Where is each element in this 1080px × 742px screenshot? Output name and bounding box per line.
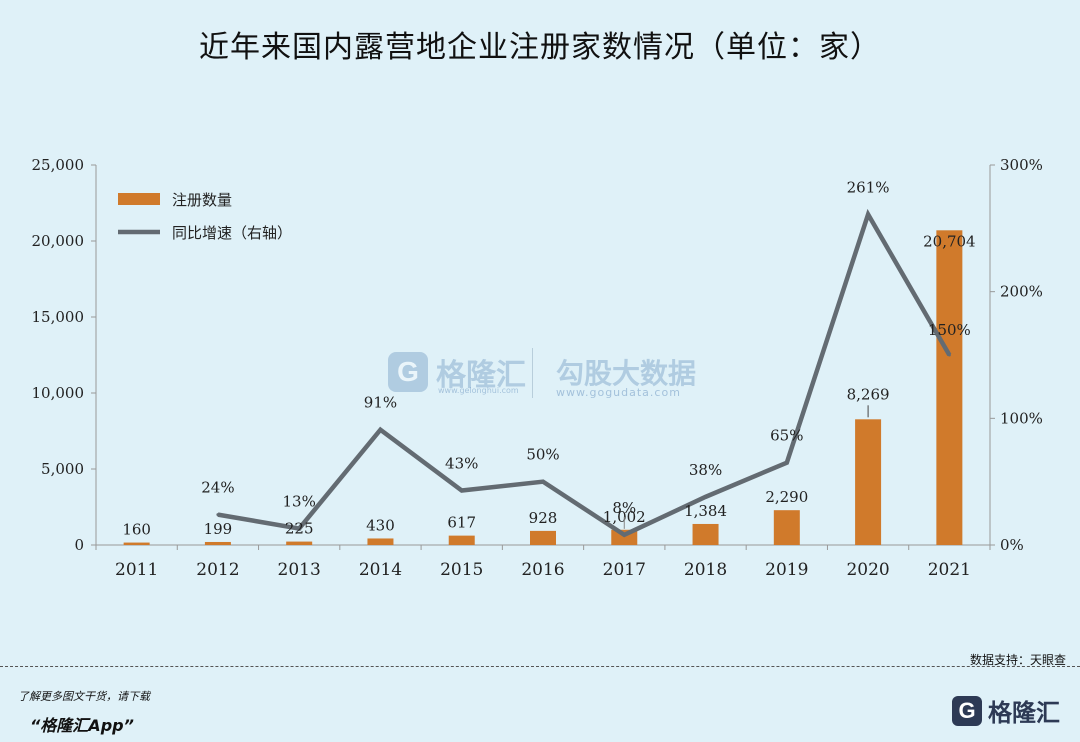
y-right-tick-label: 200% bbox=[1000, 283, 1043, 301]
x-tick-label: 2011 bbox=[115, 560, 158, 580]
bar bbox=[692, 523, 719, 545]
bar-label: 928 bbox=[529, 509, 558, 527]
x-tick-label: 2018 bbox=[684, 560, 727, 580]
growth-label: 91% bbox=[364, 394, 397, 412]
x-tick-label: 2019 bbox=[765, 560, 808, 580]
y-left-tick-label: 10,000 bbox=[32, 384, 85, 402]
bar-label: 225 bbox=[285, 520, 314, 538]
growth-point bbox=[460, 489, 464, 493]
bar-label: 2,290 bbox=[765, 488, 808, 506]
legend-bar-label: 注册数量 bbox=[172, 191, 232, 209]
growth-label: 13% bbox=[283, 493, 316, 511]
footer-logo: G 格隆汇 bbox=[952, 693, 1060, 728]
growth-point bbox=[704, 495, 708, 499]
legend-bar-swatch bbox=[118, 193, 160, 205]
x-tick-label: 2013 bbox=[278, 560, 321, 580]
watermark-data-url: www.gogudata.com bbox=[556, 386, 681, 399]
y-right-tick-label: 100% bbox=[1000, 409, 1043, 427]
footer-app-name: “格隆汇App” bbox=[30, 716, 134, 735]
y-right-tick-label: 0% bbox=[1000, 536, 1024, 554]
bar bbox=[448, 535, 475, 545]
data-source: 数据支持：天眼查 bbox=[969, 653, 1066, 667]
growth-point bbox=[622, 533, 626, 537]
bar-label: 1,002 bbox=[603, 508, 646, 526]
x-tick-label: 2015 bbox=[440, 560, 483, 580]
x-tick-label: 2016 bbox=[521, 560, 564, 580]
growth-label: 43% bbox=[445, 455, 478, 473]
bar bbox=[773, 510, 800, 545]
bar bbox=[530, 530, 556, 545]
watermark-gogudata: 勾股大数据 bbox=[556, 357, 697, 390]
bar bbox=[367, 538, 394, 545]
growth-label: 38% bbox=[689, 461, 722, 479]
bar bbox=[123, 542, 150, 545]
axes: 0 5,000 10,000 15,000 20,000 25,000 0% 100% 200%… bbox=[32, 156, 1043, 580]
x-tick-label: 2012 bbox=[196, 560, 239, 580]
x-tick-label: 2021 bbox=[928, 560, 971, 580]
x-tick-label: 2017 bbox=[603, 560, 646, 580]
growth-line bbox=[216, 208, 952, 538]
footer-note: 了解更多图文干货，请下载 bbox=[18, 690, 150, 703]
growth-label: 50% bbox=[526, 446, 559, 464]
bar bbox=[936, 230, 963, 545]
growth-point bbox=[297, 527, 301, 531]
bar bbox=[204, 541, 231, 545]
watermark-brand-url: www.gelonghui.com bbox=[438, 386, 519, 395]
growth-point bbox=[866, 212, 870, 216]
y-left-tick-label: 5,000 bbox=[41, 460, 84, 478]
growth-label: 65% bbox=[770, 427, 803, 445]
bar-label: 160 bbox=[122, 521, 151, 539]
gelonghui-logo-icon: G bbox=[388, 352, 428, 392]
bar-label: 8,269 bbox=[847, 385, 890, 403]
x-tick-label: 2014 bbox=[359, 560, 402, 580]
gelonghui-logo-icon: G bbox=[952, 695, 982, 726]
data-labels: 160 199 225 430 617 928 1,002 1,384 2,290 8,269 20… bbox=[122, 178, 975, 538]
watermark-divider bbox=[532, 348, 533, 398]
growth-point bbox=[216, 513, 220, 517]
bar bbox=[286, 541, 313, 545]
y-left-tick-label: 20,000 bbox=[32, 232, 85, 250]
footer-logo-text: 格隆汇 bbox=[988, 699, 1060, 727]
y-left-tick-label: 25,000 bbox=[32, 156, 85, 174]
x-tick-label: 2020 bbox=[846, 560, 889, 580]
y-left-tick-label: 15,000 bbox=[32, 308, 85, 326]
growth-point bbox=[541, 480, 545, 484]
growth-line-path bbox=[217, 208, 952, 538]
chart-title: 近年来国内露营地企业注册家数情况（单位：家） bbox=[199, 30, 881, 65]
growth-label: 150% bbox=[928, 321, 971, 339]
bar-label: 430 bbox=[366, 516, 395, 534]
watermark-gelonghui: G 格隆汇 bbox=[388, 350, 526, 394]
bar-label: 617 bbox=[447, 514, 476, 532]
y-left-tick-label: 0 bbox=[74, 536, 84, 554]
growth-point bbox=[378, 428, 382, 432]
growth-label: 24% bbox=[201, 479, 234, 497]
bars bbox=[123, 230, 963, 545]
watermark-brand: 格隆汇 bbox=[436, 358, 526, 393]
bar-label: 20,704 bbox=[923, 232, 976, 250]
y-right-tick-label: 300% bbox=[1000, 156, 1043, 174]
growth-point bbox=[785, 461, 789, 465]
bar-label: 1,384 bbox=[684, 502, 727, 520]
legend-line-label: 同比增速（右轴） bbox=[172, 224, 292, 242]
footer-divider bbox=[0, 666, 1080, 667]
bar bbox=[855, 419, 882, 545]
growth-point bbox=[947, 353, 951, 357]
growth-label: 261% bbox=[847, 178, 890, 196]
growth-label: 8% bbox=[612, 499, 636, 517]
bar-label: 199 bbox=[204, 520, 233, 538]
